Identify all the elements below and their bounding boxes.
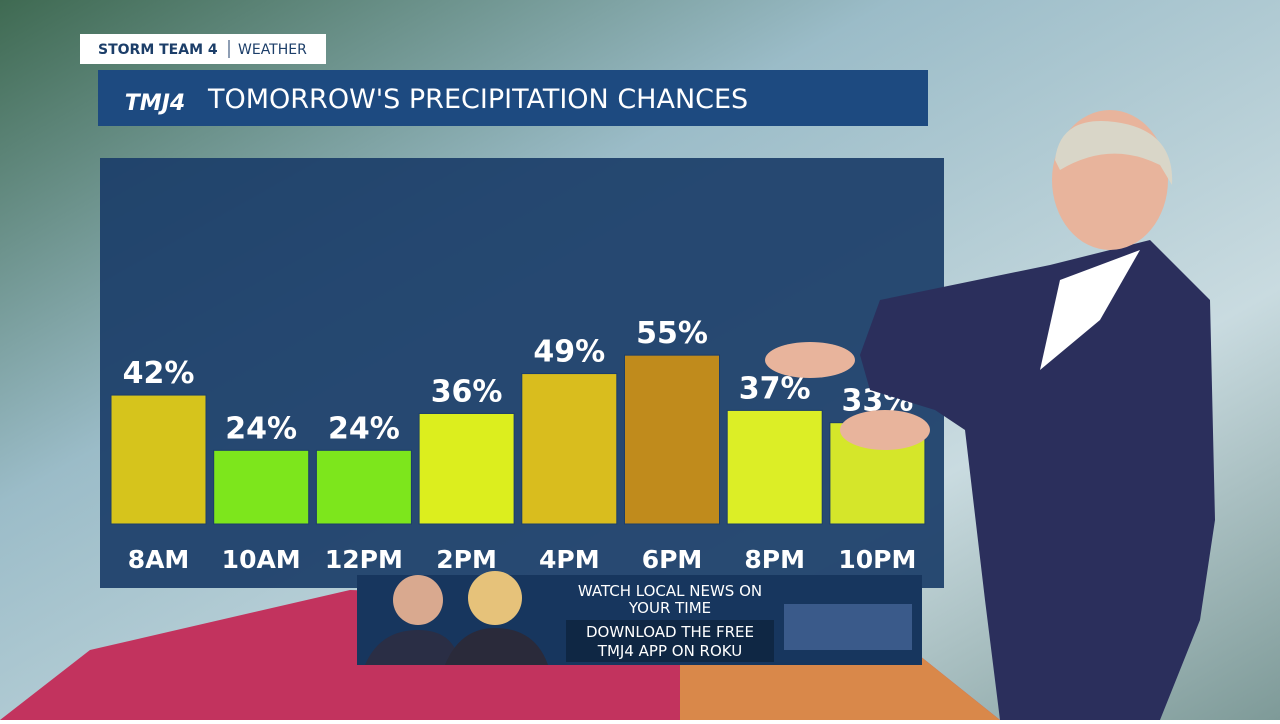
chart-title: TOMORROW'S PRECIPITATION CHANCES xyxy=(207,84,748,115)
bar xyxy=(418,412,515,525)
anchor-photo xyxy=(445,628,548,665)
anchor-photo xyxy=(393,575,443,625)
x-tick-label: 2PM xyxy=(436,545,497,574)
presenter-hair xyxy=(1055,121,1173,185)
x-tick-label: 8PM xyxy=(744,545,805,574)
promo-button xyxy=(566,620,774,662)
value-label: 24% xyxy=(225,411,297,446)
bar xyxy=(110,394,207,525)
presenter-hand xyxy=(765,342,855,378)
value-label: 55% xyxy=(636,316,708,351)
x-tick-label: 4PM xyxy=(539,545,600,574)
promo-screen xyxy=(784,604,912,650)
bar xyxy=(315,449,412,525)
promo-text: DOWNLOAD THE FREE xyxy=(586,623,754,641)
presenter-hand xyxy=(840,410,930,450)
promo-text: WATCH LOCAL NEWS ON xyxy=(578,582,762,600)
value-label: 24% xyxy=(328,411,400,446)
anchor-photo xyxy=(468,571,522,625)
x-tick-label: 10PM xyxy=(838,545,916,574)
bug-left: STORM TEAM 4 xyxy=(98,42,218,58)
value-label: 49% xyxy=(533,335,605,370)
title-bar xyxy=(98,70,928,126)
bug-box xyxy=(80,34,326,64)
promo-text: YOUR TIME xyxy=(628,599,711,617)
x-tick-label: 12PM xyxy=(325,545,403,574)
logo: TMJ4 xyxy=(125,91,185,116)
x-tick-label: 6PM xyxy=(642,545,703,574)
x-tick-label: 8AM xyxy=(128,545,190,574)
value-label: 42% xyxy=(123,356,195,391)
bar xyxy=(624,354,720,525)
bar xyxy=(521,373,618,525)
bar xyxy=(726,409,823,525)
bar xyxy=(213,449,310,525)
presenter-shirt xyxy=(1040,250,1140,370)
promo-text: TMJ4 APP ON ROKU xyxy=(597,642,742,660)
x-tick-label: 10AM xyxy=(222,545,301,574)
value-label: 36% xyxy=(431,374,503,409)
presenter-suit xyxy=(860,240,1215,720)
bug-right: WEATHER xyxy=(238,42,307,58)
anchor-photo xyxy=(365,630,460,665)
